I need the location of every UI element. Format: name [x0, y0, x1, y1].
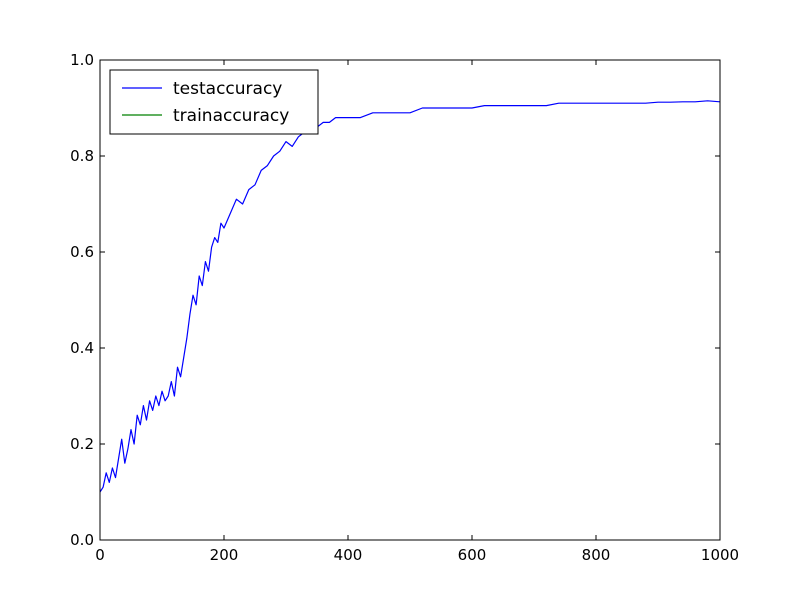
y-tick-label: 1.0: [70, 51, 94, 69]
y-tick-label: 0.4: [70, 339, 94, 357]
x-tick-label: 600: [458, 546, 487, 564]
series-line-testaccuracy: [99, 100, 721, 493]
x-tick-label: 1000: [701, 546, 739, 564]
y-tick-label: 0.2: [70, 435, 94, 453]
legend: testaccuracy trainaccuracy: [109, 69, 319, 135]
legend-box: [109, 69, 319, 135]
x-tick-label: 0: [95, 546, 105, 564]
tick-layer: 0 200 400 600 800 1000 0.0 0.2 0.4 0.6 0.8 1.0: [70, 51, 739, 564]
legend-label-testaccuracy: testaccuracy: [173, 79, 282, 99]
series-layer: [99, 100, 721, 493]
x-tick-label: 200: [210, 546, 239, 564]
plot-frame: [99, 59, 721, 541]
x-tick-label: 400: [334, 546, 363, 564]
y-tick-label: 0.0: [70, 531, 94, 549]
y-tick-label: 0.6: [70, 243, 94, 261]
x-tick-label: 800: [582, 546, 611, 564]
y-tick-label: 0.8: [70, 147, 94, 165]
legend-label-trainaccuracy: trainaccuracy: [173, 106, 289, 126]
